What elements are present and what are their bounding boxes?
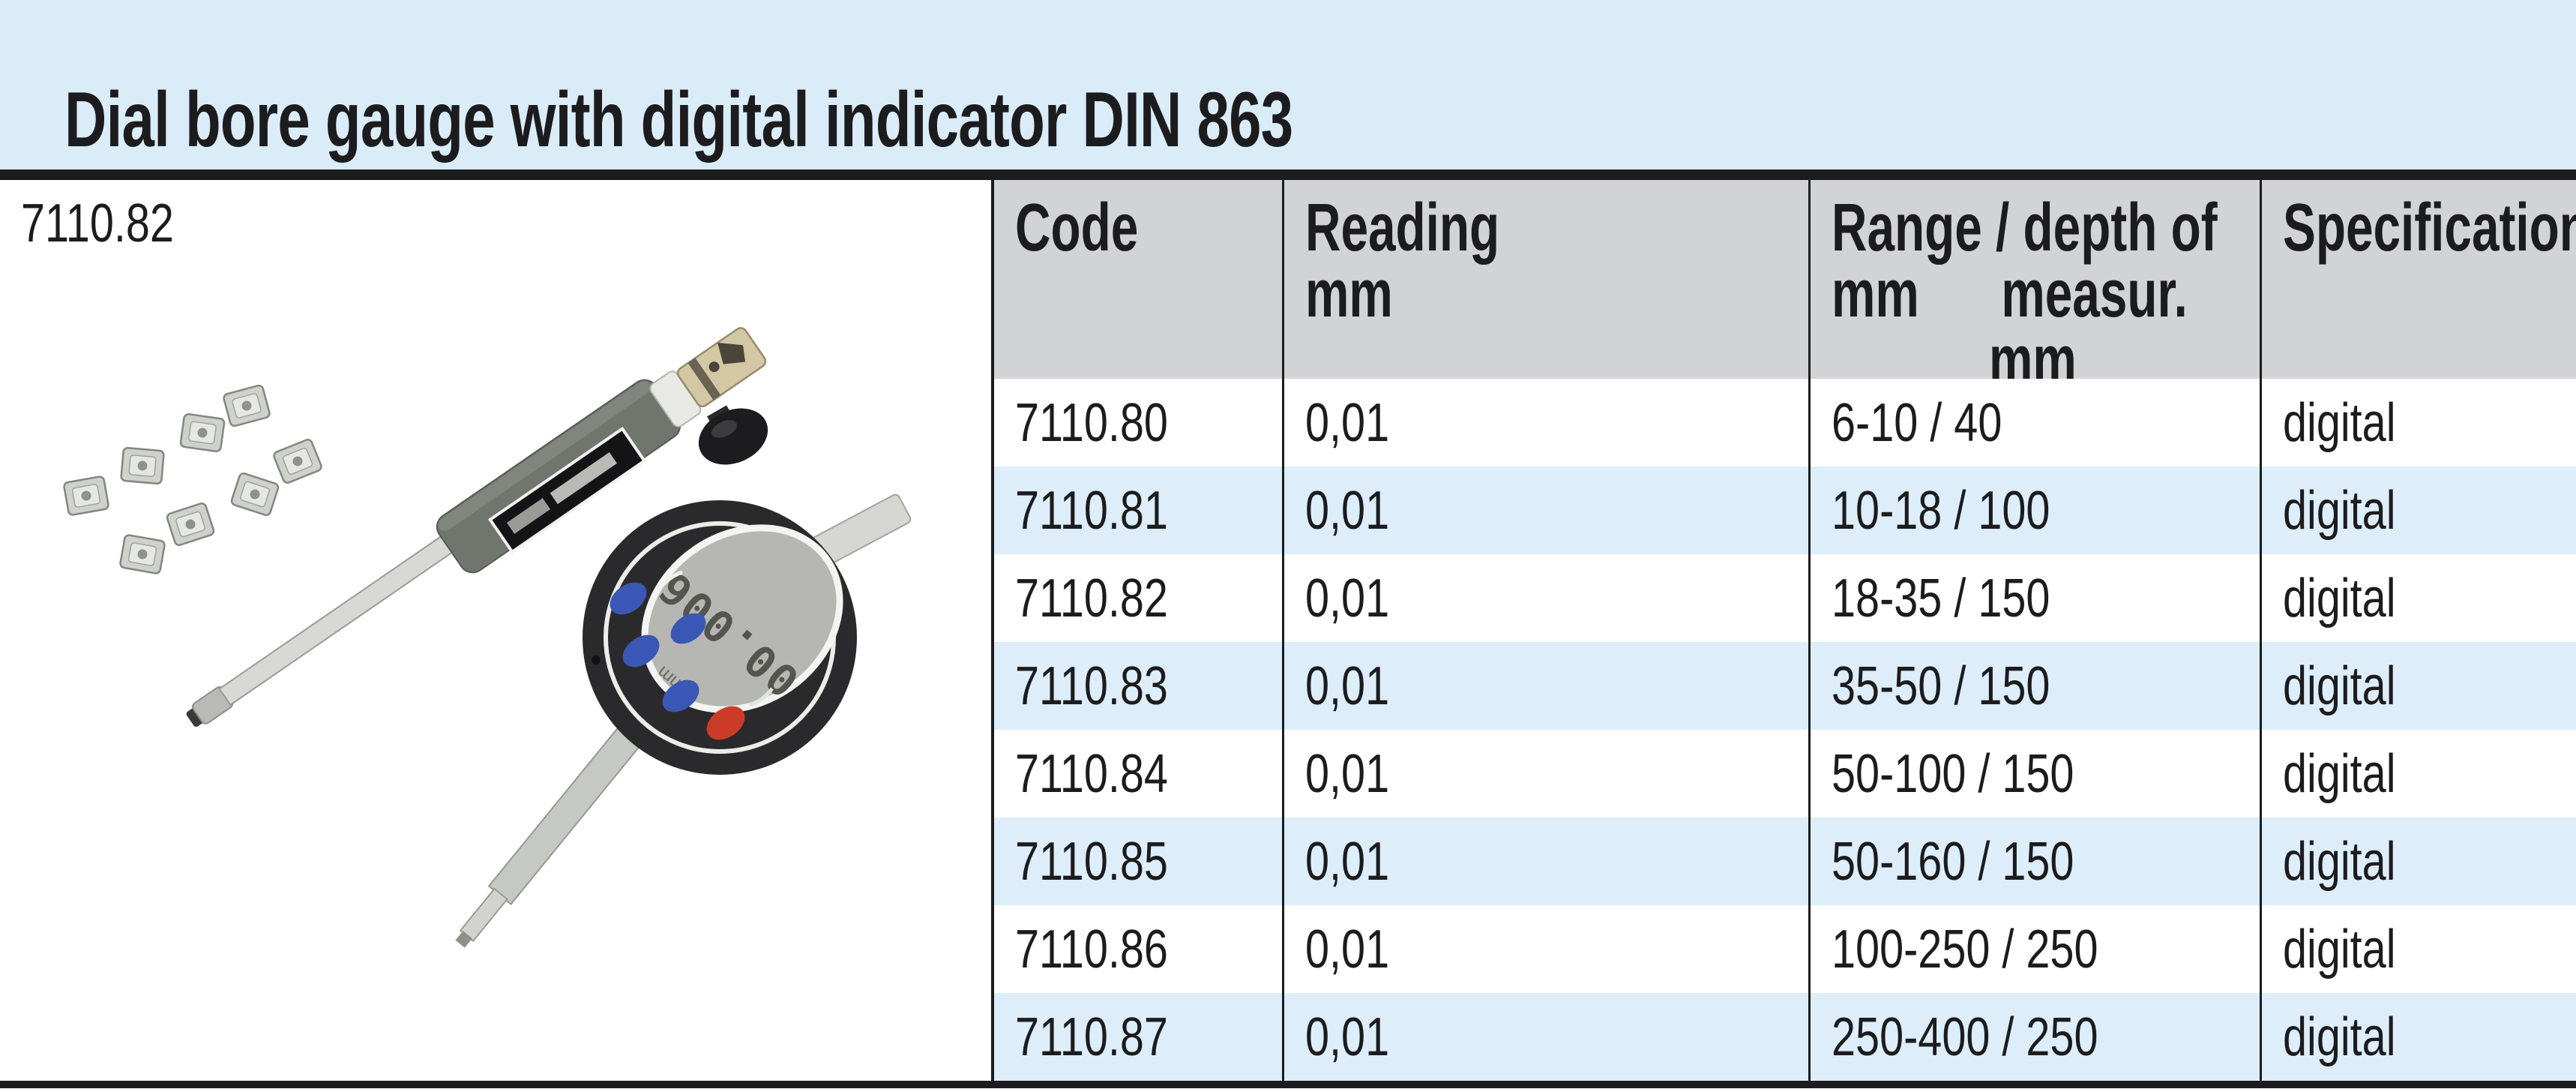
cell-reading: 0,01 [1282,554,1808,642]
header-code: Code [1015,190,1139,266]
cell-reading: 0,01 [1282,730,1808,818]
cell-reading: 0,01 [1282,818,1808,905]
title-bar: Dial bore gauge with digital indicator D… [0,0,2576,170]
cell-code: 7110.80 [1015,392,1168,453]
cell-range: 6-10 / 40 [1808,379,2260,466]
indicator-lcd [641,524,843,713]
cell-specification: digital [2260,905,2576,993]
thumb-knob [698,405,768,465]
spec-table: Code Reading mm Range / depth of mm measu… [991,180,2576,1081]
cell-range: 18-35 / 150 [1808,554,2260,642]
dial-bore-gauge-photo: 00.006 mm [62,327,912,948]
handle-label [487,426,647,554]
cell-range: 250-400 / 250 [1808,993,2260,1081]
cell-specification: digital [2260,818,2576,905]
cell-range: 50-100 / 150 [1808,730,2260,818]
table-row: 7110.80 0,01 6-10 / 40 digital [994,379,2576,466]
digital-indicator: 00.006 mm [455,494,912,948]
cell-range: 10-18 / 100 [1808,466,2260,554]
table-row: 7110.82 0,01 18-35 / 150 digital [994,554,2576,642]
header-specification: Specification [2260,180,2576,379]
table-row: 7110.83 0,01 35-50 / 150 digital [994,642,2576,730]
product-code: 7110.82 [21,194,174,254]
indicator-buttons [592,570,774,740]
cell-specification: digital [2260,642,2576,730]
title-divider [0,170,2576,180]
table-row: 7110.87 0,01 250-400 / 250 digital [994,993,2576,1081]
indicator-stem [455,721,646,948]
header-reading: Reading mm [1282,180,1808,379]
cell-reading: 0,01 [1282,905,1808,993]
cell-code: 7110.81 [1015,480,1168,541]
table-header-row: Code Reading mm Range / depth of mm measu… [994,180,2576,379]
handle [436,379,681,574]
cell-code: 7110.82 [1015,568,1168,628]
cell-range: 50-160 / 150 [1808,818,2260,905]
cell-code: 7110.86 [1015,919,1168,980]
cell-code: 7110.83 [1015,656,1168,716]
cell-reading: 0,01 [1282,466,1808,554]
header-range: Range / depth of mm measur. mm [1808,180,2260,379]
cell-range: 35-50 / 150 [1808,642,2260,730]
page-title: Dial bore gauge with digital indicator D… [64,76,1293,164]
cell-specification: digital [2260,466,2576,554]
product-panel: 7110.82 [0,180,991,1081]
bottom-divider [0,1081,2576,1088]
anvil-set [62,383,324,575]
cell-specification: digital [2260,554,2576,642]
cell-specification: digital [2260,730,2576,818]
cell-reading: 0,01 [1282,993,1808,1081]
table-row: 7110.86 0,01 100-250 / 250 digital [994,905,2576,993]
table-row: 7110.81 0,01 10-18 / 100 digital [994,466,2576,554]
cell-reading: 0,01 [1282,642,1808,730]
cell-reading: 0,01 [1282,379,1808,466]
table-row: 7110.84 0,01 50-100 / 150 digital [994,730,2576,818]
cell-code: 7110.87 [1015,1006,1168,1067]
cell-code: 7110.84 [1015,743,1168,804]
clamp-head [649,327,767,428]
cell-range: 100-250 / 250 [1808,905,2260,993]
table-row: 7110.85 0,01 50-160 / 150 digital [994,818,2576,905]
cell-code: 7110.85 [1015,831,1168,892]
cell-specification: digital [2260,993,2576,1081]
cell-specification: digital [2260,379,2576,466]
